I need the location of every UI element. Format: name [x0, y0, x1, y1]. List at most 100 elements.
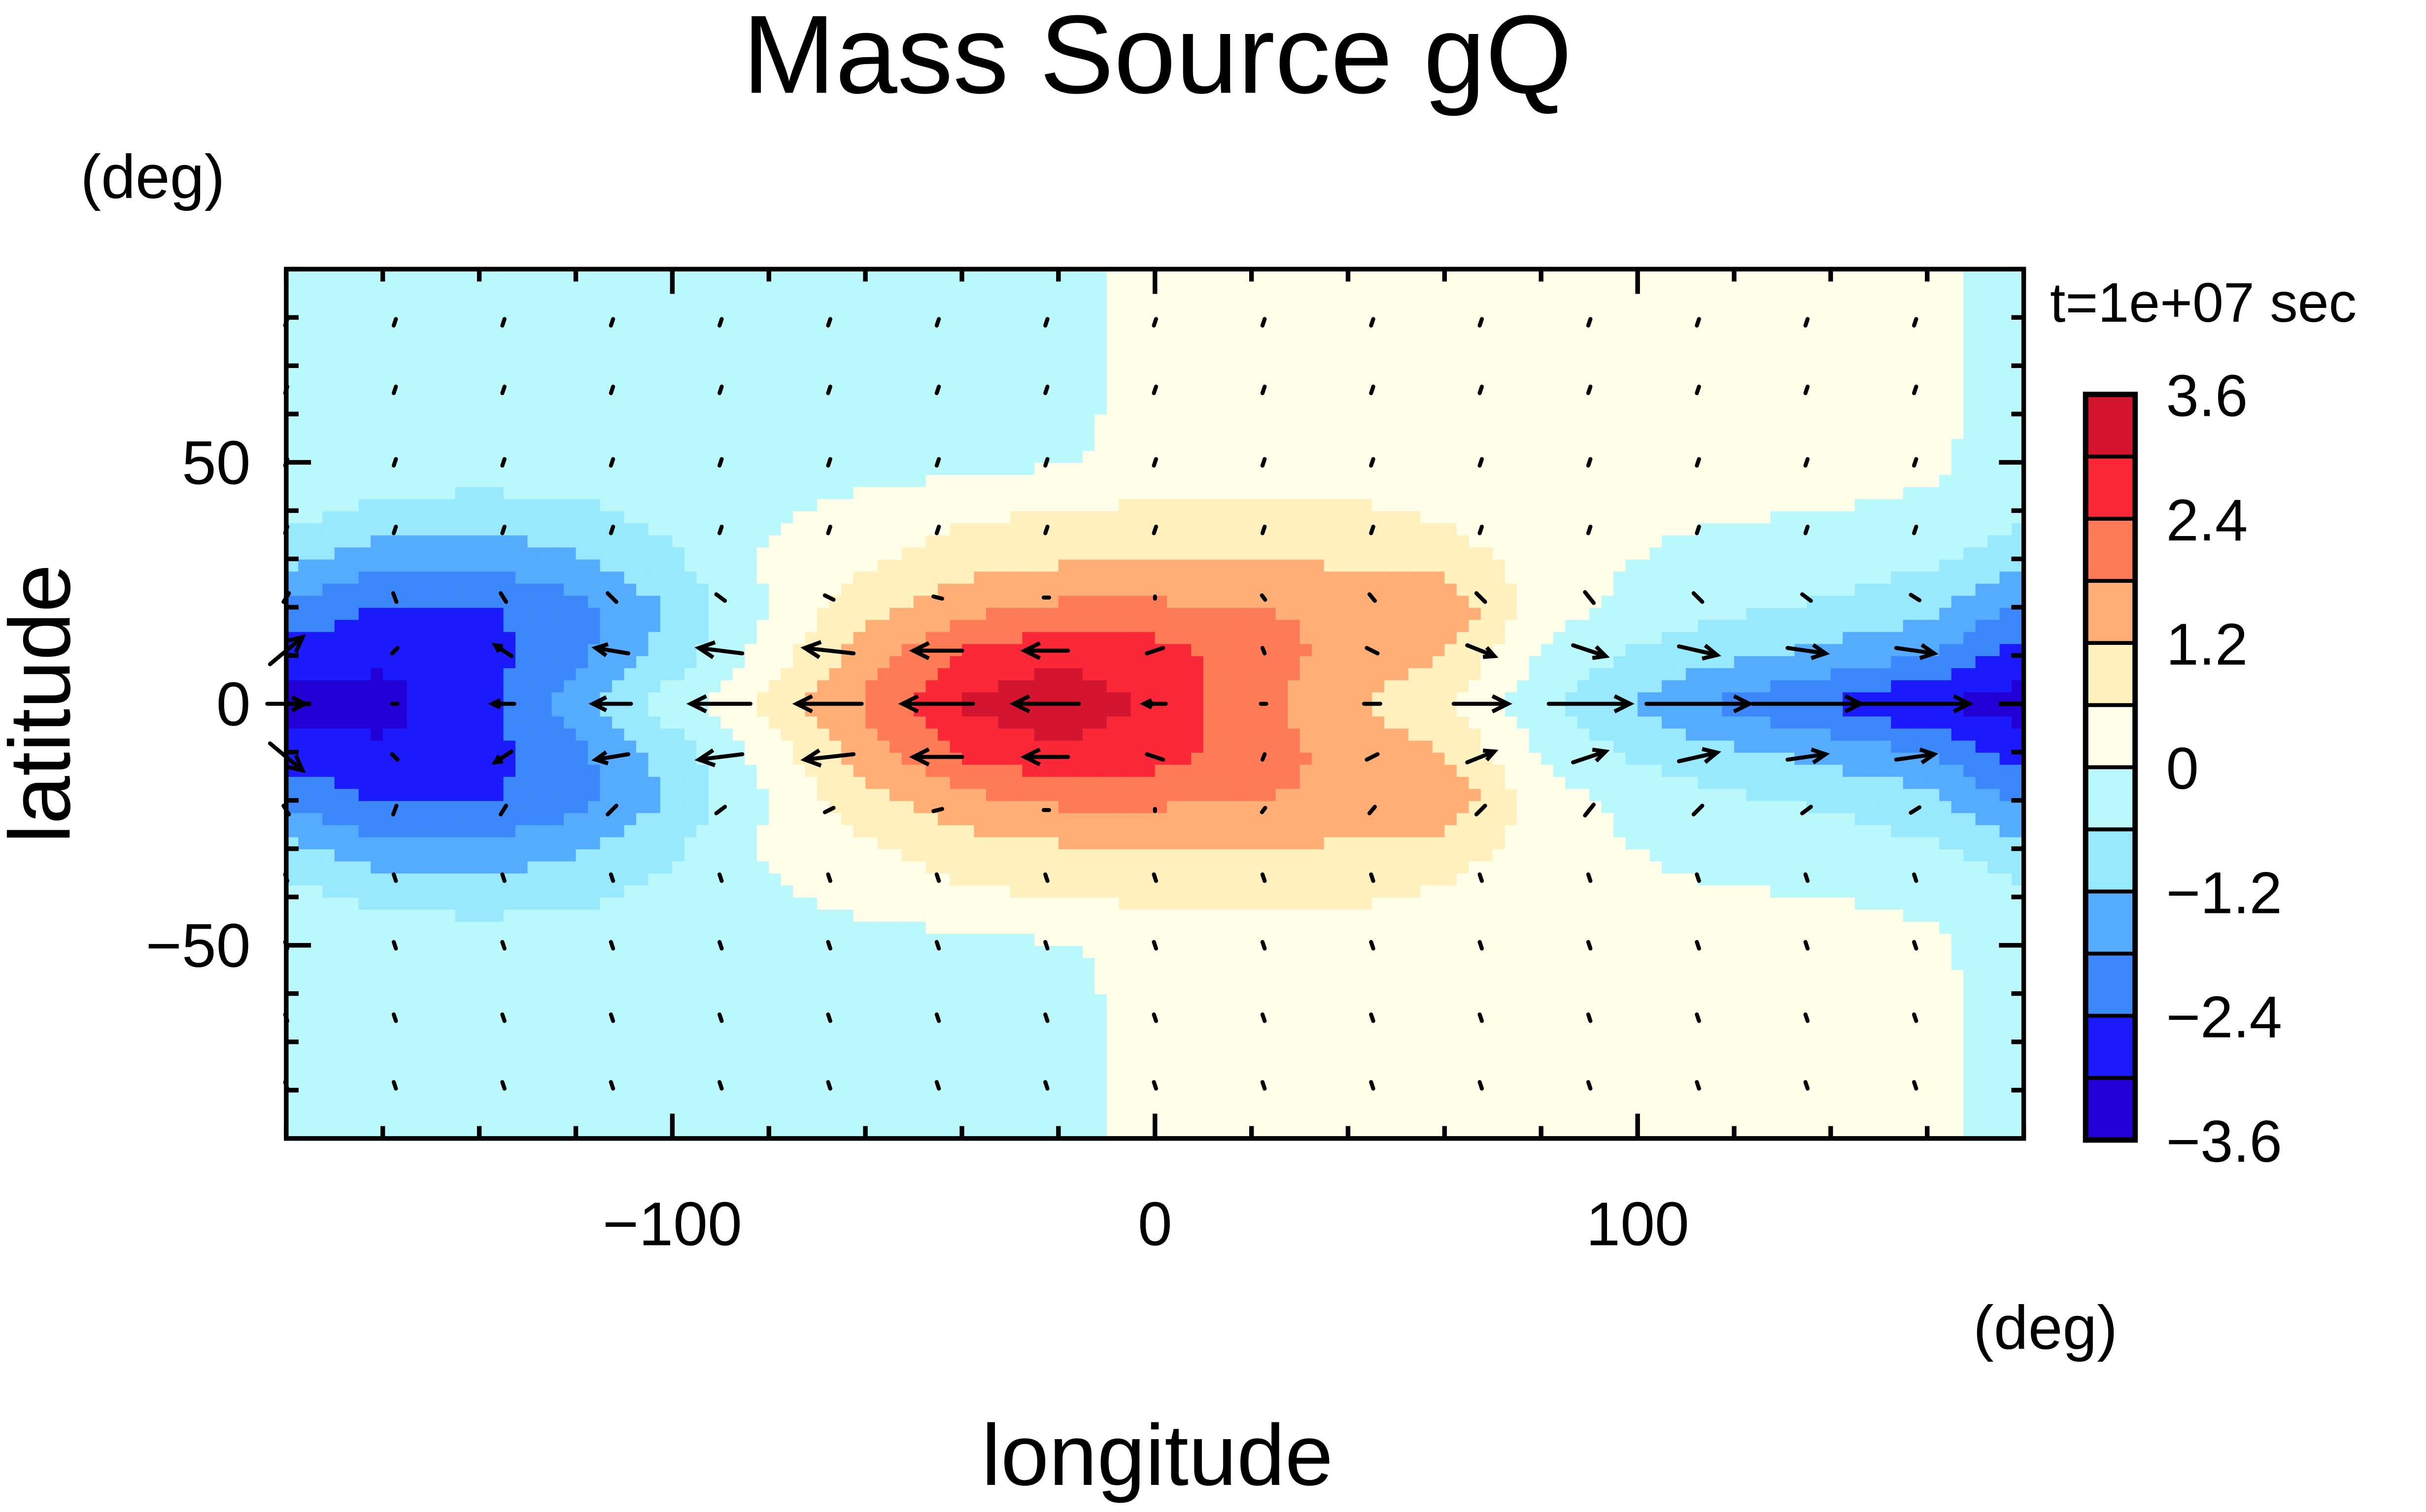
contour-cell: [660, 824, 673, 838]
contour-cell: [793, 1006, 806, 1018]
contour-cell: [672, 631, 685, 644]
contour-cell: [708, 776, 721, 789]
contour-cell: [660, 800, 673, 813]
contour-cell: [817, 837, 830, 849]
contour-cell: [877, 957, 890, 970]
contour-cell: [962, 1078, 975, 1091]
contour-cell: [527, 426, 541, 439]
contour-cell: [371, 764, 383, 777]
contour-cell: [322, 933, 336, 946]
contour-cell: [540, 390, 552, 403]
contour-cell: [443, 426, 456, 439]
contour-cell: [986, 450, 999, 463]
contour-cell: [382, 837, 396, 849]
contour-cell: [1058, 933, 1071, 946]
contour-cell: [1010, 740, 1023, 753]
contour-cell: [515, 522, 528, 536]
contour-cell: [853, 498, 866, 511]
contour-cell: [696, 305, 710, 318]
contour-cell: [636, 450, 649, 463]
contour-cell: [371, 619, 383, 632]
contour-cell: [636, 679, 649, 693]
contour-cell: [382, 993, 396, 1007]
contour-cell: [865, 776, 878, 789]
contour-cell: [962, 377, 975, 391]
contour-cell: [853, 957, 866, 970]
contour-cell: [889, 643, 902, 656]
contour-cell: [829, 607, 842, 620]
contour-cell: [624, 631, 637, 644]
contour-cell: [407, 1090, 420, 1103]
contour-cell: [576, 595, 589, 608]
contour-cell: [515, 353, 528, 367]
contour-cell: [395, 498, 408, 511]
contour-cell: [1070, 1030, 1084, 1042]
contour-cell: [310, 957, 323, 970]
contour-cell: [310, 293, 323, 306]
contour-cell: [1070, 341, 1084, 355]
contour-cell: [1082, 1042, 1095, 1055]
contour-cell: [950, 933, 963, 946]
contour-cell: [624, 571, 637, 584]
contour-cell: [769, 1042, 782, 1055]
contour-cell: [358, 474, 372, 487]
contour-cell: [793, 824, 806, 838]
contour-cell: [925, 474, 939, 487]
contour-cell: [1070, 450, 1084, 463]
contour-cell: [889, 474, 902, 487]
contour-cell: [1058, 462, 1071, 475]
contour-cell: [540, 837, 552, 849]
contour-cell: [322, 1042, 336, 1055]
contour-cell: [479, 1102, 492, 1115]
contour-cell: [925, 366, 939, 379]
contour-cell: [334, 450, 347, 463]
contour-cell: [696, 631, 710, 644]
contour-cell: [576, 510, 589, 524]
contour-cell: [1119, 1090, 1132, 1103]
contour-cell: [769, 764, 782, 777]
contour-cell: [395, 704, 408, 717]
contour-cell: [407, 474, 420, 487]
contour-cell: [564, 752, 577, 765]
contour-cell: [914, 1006, 926, 1018]
contour-cell: [395, 655, 408, 669]
contour-cell: [540, 631, 552, 644]
contour-cell: [395, 329, 408, 342]
contour-cell: [395, 402, 408, 415]
contour-cell: [925, 897, 939, 910]
contour-cell: [1106, 317, 1120, 331]
contour-cell: [624, 450, 637, 463]
contour-cell: [829, 728, 842, 741]
contour-cell: [829, 740, 842, 753]
contour-cell: [455, 776, 468, 789]
contour-cell: [587, 293, 601, 306]
contour-cell: [1010, 281, 1023, 294]
contour-cell: [745, 873, 758, 886]
contour-cell: [443, 293, 456, 306]
contour-cell: [817, 583, 830, 596]
contour-cell: [382, 679, 396, 693]
contour-cell: [672, 776, 685, 789]
contour-cell: [407, 450, 420, 463]
contour-cell: [672, 945, 685, 958]
contour-cell: [600, 474, 613, 487]
contour-cell: [1070, 559, 1084, 572]
contour-cell: [467, 353, 480, 367]
contour-cell: [1070, 1042, 1084, 1055]
contour-cell: [648, 522, 661, 536]
contour-cell: [998, 909, 1011, 922]
contour-cell: [334, 776, 347, 789]
contour-cell: [419, 921, 432, 934]
contour-cell: [1070, 969, 1084, 982]
contour-cell: [817, 812, 830, 825]
contour-cell: [1106, 571, 1120, 584]
contour-cell: [938, 462, 951, 475]
contour-cell: [322, 619, 336, 632]
contour-cell: [346, 692, 360, 705]
contour-cell: [684, 1042, 697, 1055]
contour-cell: [636, 933, 649, 946]
contour-cell: [1070, 812, 1084, 825]
contour-cell: [503, 776, 516, 789]
contour-cell: [648, 957, 661, 970]
contour-cell: [889, 909, 902, 922]
